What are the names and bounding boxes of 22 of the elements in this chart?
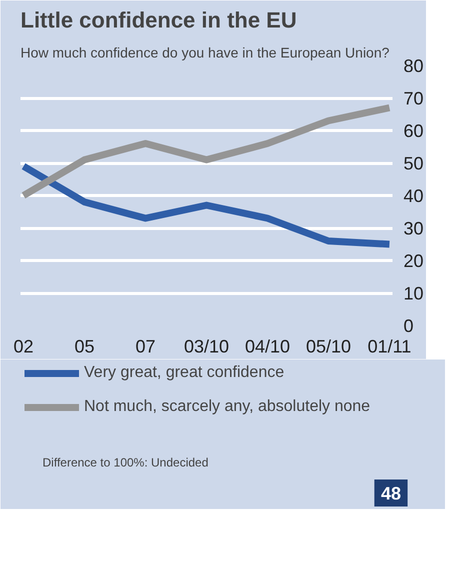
y-tick-label: 40: [404, 186, 424, 206]
text: Difference to 100%: Undecided: [42, 456, 208, 470]
text: 48: [380, 484, 401, 504]
y-tick-label: 60: [404, 121, 424, 141]
x-tick-label: 03/10: [184, 336, 230, 356]
y-tick-label: 0: [404, 316, 414, 336]
legend-label: Not much, scarcely any, absolutely none: [84, 398, 370, 416]
x-tick-label: 05/10: [306, 336, 351, 356]
chart-subtitle: How much confidence do you have in the European Union?: [20, 44, 390, 60]
x-tick-label: 01/11: [368, 336, 412, 356]
y-tick-label: 20: [404, 251, 424, 271]
chart-title: Little confidence in the EU: [20, 8, 297, 32]
x-tick-label: 02: [14, 336, 34, 356]
x-tick-label: 04/10: [244, 336, 290, 356]
y-tick-label: 10: [404, 284, 424, 304]
y-tick-label: 30: [404, 218, 424, 238]
y-tick-label: 50: [404, 154, 424, 174]
y-tick-label: 80: [404, 56, 424, 76]
x-tick-label: 05: [74, 336, 95, 356]
y-tick-label: 70: [404, 88, 424, 108]
legend-label: Very great, great confidence: [84, 364, 284, 382]
x-tick-label: 07: [136, 336, 156, 356]
